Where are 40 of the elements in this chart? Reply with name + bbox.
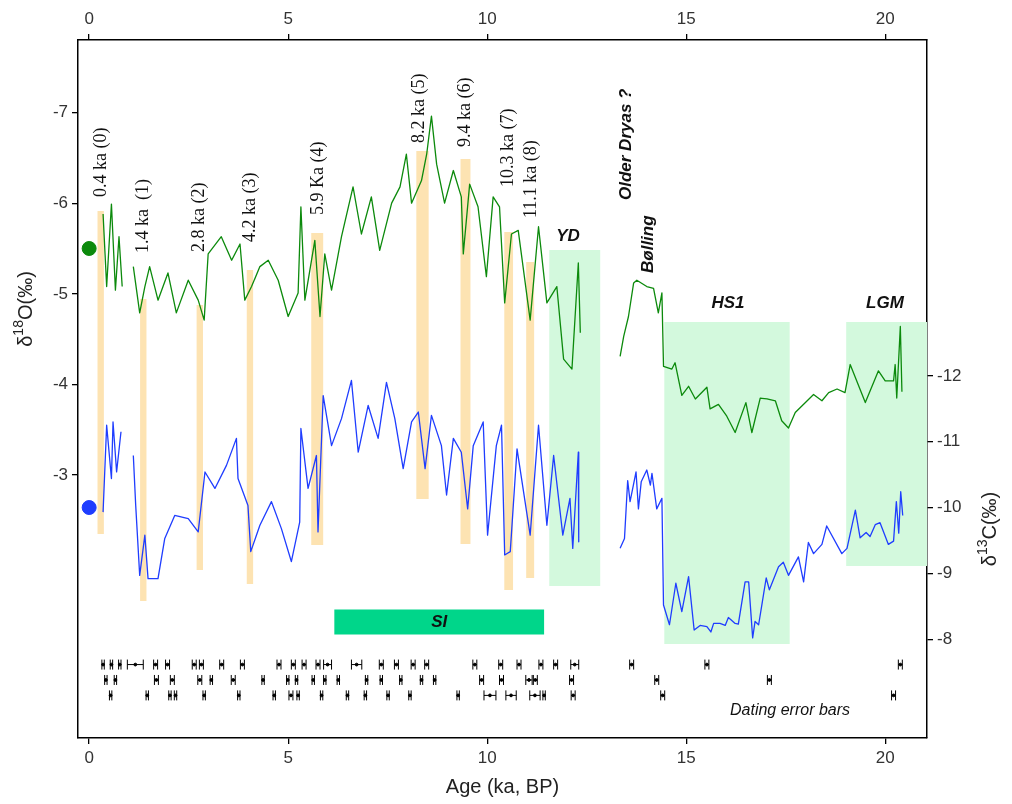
band-label: 2.8 ka (2) xyxy=(187,182,209,252)
y-axis-title: δ18O(‰) xyxy=(9,271,36,347)
x-tick-label: 15 xyxy=(676,9,696,29)
x2-tick-label: 15 xyxy=(676,747,696,767)
x2-tick-label: 10 xyxy=(477,747,497,767)
band-label: LGM xyxy=(866,292,905,312)
x-tick-label: 10 xyxy=(477,9,497,29)
band-label: 0.4 ka (0) xyxy=(89,127,111,197)
band-label: YD xyxy=(556,225,580,245)
y-tick-label: -4 xyxy=(52,374,68,394)
y-tick-label: -5 xyxy=(52,283,68,303)
annotation: Bølling xyxy=(637,214,657,273)
y2-tick-label: -12 xyxy=(937,365,962,385)
y-tick-label: -6 xyxy=(52,192,68,212)
band-label: 8.2 ka (5) xyxy=(407,73,429,143)
y2-axis-title: δ13C(‰) xyxy=(973,491,1000,567)
x-axis-title: Age (ka, BP) xyxy=(445,774,560,797)
annotation: Dating error bars xyxy=(729,701,851,719)
y2-tick-label: -11 xyxy=(937,431,961,451)
x2-tick-label: 20 xyxy=(875,747,895,767)
y2-tick-label: -8 xyxy=(937,628,953,648)
series-label: SI xyxy=(431,611,449,631)
y-tick-label: -3 xyxy=(52,464,68,484)
x-tick-label: 20 xyxy=(875,9,895,29)
y-tick-label: -7 xyxy=(52,102,68,122)
band-label: 1.4 ka (1) xyxy=(131,179,153,253)
annotation: Older Dryas ? xyxy=(615,87,635,200)
point xyxy=(81,240,97,256)
y2-tick-label: -9 xyxy=(937,563,953,583)
x-tick-label: 5 xyxy=(283,9,293,29)
band-label: 5.9 Ka (4) xyxy=(306,141,328,215)
band-label: 11.1 ka (8) xyxy=(519,140,541,218)
band-label: 10.3 ka (7) xyxy=(496,108,518,187)
band-label: 9.4 ka (6) xyxy=(453,77,475,147)
band-label: HS1 xyxy=(711,292,745,312)
x-tick-label: 0 xyxy=(84,9,94,29)
y2-tick-label: -10 xyxy=(937,497,962,517)
band-label: 4.2 ka (3) xyxy=(238,172,260,242)
x2-tick-label: 5 xyxy=(283,747,293,767)
x2-tick-label: 0 xyxy=(84,747,94,767)
